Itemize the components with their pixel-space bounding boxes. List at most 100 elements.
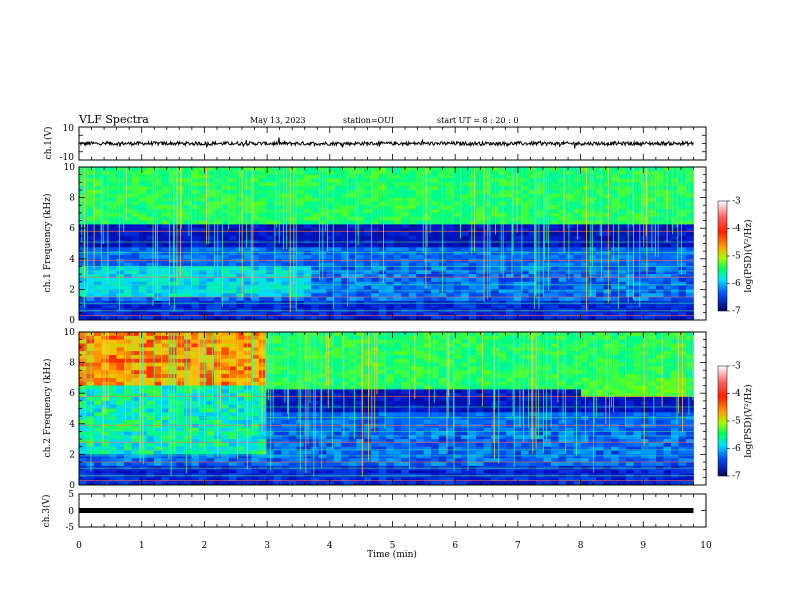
date-label: May 13, 2023	[250, 116, 306, 125]
spectrogram-cell	[123, 400, 132, 405]
spectrogram-cell	[243, 377, 252, 383]
spectrogram-cell	[288, 419, 297, 425]
spectrogram-cell	[655, 189, 664, 195]
spectrogram-cell	[431, 281, 440, 286]
spectrogram-cell	[408, 189, 417, 195]
spectrogram-cell	[685, 216, 694, 221]
spectrogram-cell	[648, 235, 657, 240]
spectrogram-cell	[86, 362, 95, 367]
spectrogram-cell	[333, 167, 342, 172]
spectrogram-cell	[311, 270, 320, 275]
spectrogram-cell	[648, 247, 657, 252]
spectrogram-cell	[611, 178, 619, 183]
spectrogram-cell	[551, 182, 559, 187]
spectrogram-cell	[161, 412, 170, 417]
spectrogram-cell	[108, 201, 117, 206]
spectrogram-cell	[273, 285, 282, 290]
spectrogram-cell	[161, 442, 170, 448]
spectrogram-cell	[168, 343, 177, 348]
spectrogram-cell	[558, 277, 567, 283]
spectrogram-cell	[168, 258, 177, 263]
spectrogram-cell	[356, 170, 365, 175]
spectrogram-cell	[446, 220, 455, 225]
spectrogram-cell	[303, 477, 312, 482]
spectrogram-cell	[566, 270, 574, 275]
spectrogram-cell	[378, 251, 387, 256]
spectrogram-cell	[183, 454, 192, 459]
spectrogram-cell	[296, 469, 305, 474]
spectrogram-cell	[86, 354, 95, 360]
spectrogram-cell	[513, 266, 522, 271]
spectrogram-cell	[521, 174, 529, 179]
spectrogram-cell	[176, 469, 185, 474]
spectrogram-cell	[116, 174, 125, 179]
spectrogram-cell	[581, 235, 589, 240]
spectrogram-cell	[221, 266, 230, 271]
spectrogram-cell	[86, 400, 95, 405]
spectrogram-cell	[243, 209, 252, 214]
spectrogram-cell	[221, 201, 230, 206]
spectrogram-cell	[281, 312, 290, 317]
spectrogram-cell	[198, 397, 207, 402]
spectrogram-cell	[318, 397, 327, 402]
spectrogram-cell	[228, 351, 237, 356]
spectrogram-cell	[116, 205, 125, 210]
spectrogram-cell	[258, 266, 267, 271]
spectrogram-cell	[198, 258, 207, 263]
spectrogram-cell	[153, 458, 162, 463]
spectrogram-cell	[476, 285, 485, 290]
spectrogram-cell	[431, 174, 440, 179]
spectrogram-cell	[228, 251, 237, 256]
spectrogram-cell	[333, 216, 342, 221]
spectrogram-cell	[108, 167, 117, 172]
spectrogram-cell	[633, 243, 642, 248]
spectrogram-cell	[401, 182, 410, 187]
spectrogram-cell	[168, 393, 177, 398]
spectrogram-cell	[198, 186, 207, 191]
spectrogram-cell	[101, 289, 110, 294]
spectrogram-cell	[678, 243, 687, 248]
spectrogram-cell	[326, 212, 335, 218]
spectrogram-cell	[611, 274, 619, 279]
spectrogram-cell	[101, 174, 110, 179]
spectrogram-cell	[528, 316, 537, 321]
spectrogram-cell	[341, 205, 350, 210]
spectrogram-cell	[633, 201, 642, 206]
spectrogram-cell	[303, 316, 312, 321]
spectrogram-cell	[543, 285, 552, 290]
spectrogram-cell	[131, 235, 140, 240]
spectrogram-cell	[386, 228, 395, 233]
spectrogram-cell	[633, 254, 642, 260]
spectrogram-cell	[655, 304, 664, 309]
spectrogram-cell	[588, 304, 597, 309]
spectrogram-cell	[341, 201, 350, 206]
spectrogram-cell	[198, 335, 207, 340]
spectrogram-cell	[93, 431, 102, 436]
spectrogram-cell	[641, 220, 649, 225]
spectrogram-cell	[131, 389, 140, 394]
spectrogram-cell	[528, 170, 537, 175]
spectrogram-cell	[206, 289, 215, 294]
spectrogram-cell	[633, 186, 642, 191]
spectrogram-cell	[191, 247, 200, 252]
spectrogram-cell	[86, 454, 95, 459]
spectrogram-cell	[138, 189, 147, 195]
spectrogram-cell	[528, 266, 537, 271]
spectrogram-cell	[183, 446, 192, 451]
spectrogram-cell	[191, 377, 200, 383]
spectrogram-cell	[79, 281, 87, 286]
spectrogram-cell	[431, 193, 440, 198]
spectrogram-cell	[543, 312, 552, 317]
spectrogram-cell	[528, 262, 537, 267]
spectrogram-cell	[468, 266, 477, 271]
spectrogram-cell	[685, 201, 694, 206]
spectrogram-cell	[138, 167, 147, 172]
spectrogram-cell	[123, 293, 132, 298]
spectrogram-cell	[258, 419, 267, 425]
spectrogram-cell	[79, 266, 87, 271]
spectrogram-cell	[558, 281, 567, 286]
spectrogram-cell	[79, 201, 87, 206]
spectrogram-cell	[641, 277, 649, 283]
spectrogram-cell	[228, 232, 237, 237]
spectrogram-cell	[281, 423, 290, 428]
